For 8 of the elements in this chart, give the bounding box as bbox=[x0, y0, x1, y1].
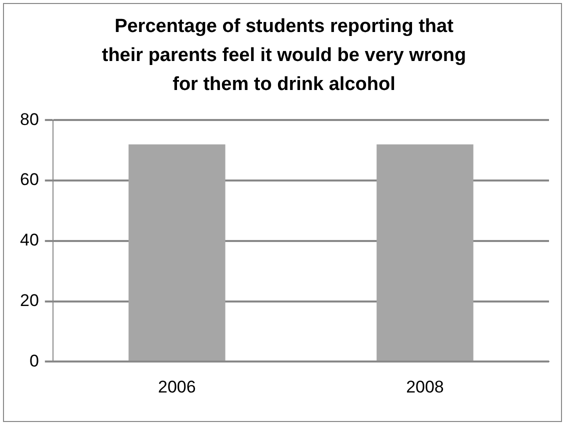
y-tick-label: 0 bbox=[29, 351, 39, 370]
x-tick-label: 2006 bbox=[158, 377, 196, 396]
y-tick-label: 80 bbox=[20, 110, 39, 129]
x-tick-label: 2008 bbox=[406, 377, 444, 396]
chart-title: Percentage of students reporting that their parents feel it would be very wrong for them to drink alcohol bbox=[100, 15, 468, 97]
y-tick-label: 40 bbox=[20, 230, 39, 250]
y-tick-label: 60 bbox=[20, 170, 39, 190]
y-tick-label: 20 bbox=[20, 290, 39, 310]
